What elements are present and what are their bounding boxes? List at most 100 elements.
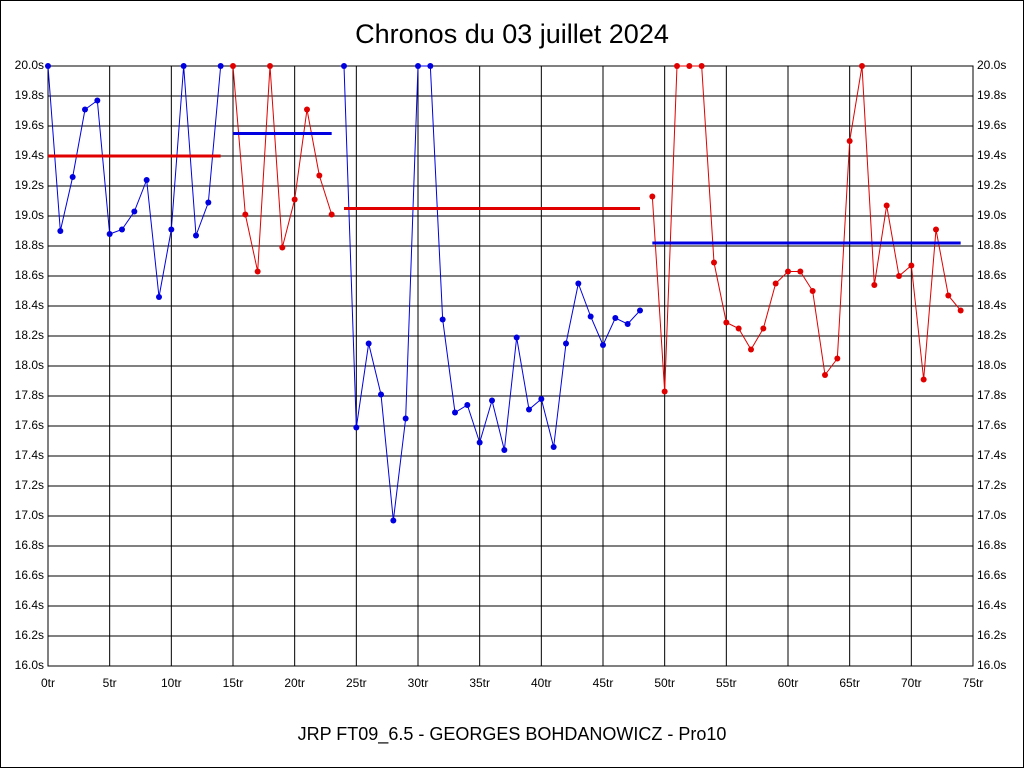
x-tick-label: 65tr (839, 676, 860, 690)
lap-point (760, 325, 767, 332)
lap-point (526, 406, 532, 413)
y2-tick-label: 18.0s (977, 358, 1006, 372)
y2-tick-label: 18.4s (977, 298, 1006, 312)
lap-point (82, 106, 88, 113)
lap-point (427, 63, 434, 69)
y2-tick-label: 17.6s (977, 418, 1006, 432)
lap-point (131, 208, 138, 215)
lap-point (489, 397, 495, 404)
lap-point (785, 268, 791, 275)
lap-point (217, 63, 224, 69)
y2-tick-label: 20.0s (977, 58, 1006, 72)
lap-point (871, 282, 878, 288)
y2-tick-label: 19.4s (977, 148, 1006, 162)
lap-point (908, 262, 915, 269)
lap-point (341, 63, 347, 69)
lap-point (390, 517, 397, 524)
y-tick-label: 17.8s (15, 388, 44, 402)
y2-tick-label: 19.0s (977, 208, 1006, 222)
x-tick-label: 25tr (346, 676, 367, 690)
lap-point (69, 174, 76, 180)
lap-point (834, 355, 841, 362)
lap-point (353, 424, 360, 431)
lap-point (168, 226, 175, 233)
y2-tick-label: 19.6s (977, 118, 1006, 132)
y-tick-label: 18.4s (15, 298, 44, 312)
y-tick-label: 17.4s (15, 448, 44, 462)
lap-point (365, 340, 372, 347)
lap-point (205, 199, 212, 206)
lap-point (328, 211, 335, 218)
lap-point (600, 342, 606, 348)
lap-point (550, 444, 557, 450)
y-tick-label: 19.8s (15, 88, 44, 102)
lap-point (378, 391, 384, 398)
x-tick-label: 35tr (469, 676, 490, 690)
lap-point (476, 439, 483, 446)
y2-tick-label: 17.0s (977, 508, 1006, 522)
lap-point (797, 268, 804, 275)
y-tick-label: 18.6s (15, 268, 44, 282)
lap-point (772, 280, 779, 287)
y-tick-label: 18.2s (15, 328, 44, 342)
x-tick-label: 40tr (531, 676, 552, 690)
lap-point (439, 316, 446, 323)
x-tick-label: 15tr (223, 676, 244, 690)
y2-tick-label: 18.2s (977, 328, 1006, 342)
lap-point (637, 307, 643, 314)
x-tick-label: 45tr (593, 676, 614, 690)
lap-point (291, 196, 298, 203)
y2-tick-label: 16.2s (977, 628, 1006, 642)
y-tick-label: 16.4s (15, 598, 44, 612)
y2-tick-label: 17.2s (977, 478, 1006, 492)
lap-point (735, 325, 742, 332)
lap-point (501, 447, 508, 453)
lap-point (649, 193, 656, 200)
y-tick-label: 16.8s (15, 538, 44, 552)
lap-point (156, 294, 162, 300)
y-tick-label: 17.6s (15, 418, 44, 432)
lap-point (464, 402, 471, 408)
x-tick-label: 30tr (408, 676, 429, 690)
y-tick-label: 16.2s (15, 628, 44, 642)
lap-point (452, 409, 458, 416)
x-tick-label: 55tr (716, 676, 737, 690)
y-tick-label: 18.8s (15, 238, 44, 252)
x-tick-label: 20tr (284, 676, 305, 690)
caption: JRP FT09_6.5 - GEORGES BOHDANOWICZ - Pro… (298, 724, 727, 745)
lap-point (587, 313, 594, 320)
y-tick-label: 19.0s (15, 208, 44, 222)
lap-point (846, 138, 853, 144)
y-tick-label: 19.6s (15, 118, 44, 132)
lap-point (711, 259, 717, 266)
x-tick-label: 70tr (901, 676, 922, 690)
lap-point (106, 231, 113, 237)
lap-point (180, 63, 187, 69)
y-tick-label: 17.0s (15, 508, 44, 522)
lap-point (896, 273, 902, 279)
lap-point (316, 172, 323, 179)
lap-point (945, 292, 952, 299)
lap-point (304, 106, 310, 113)
y2-tick-label: 19.2s (977, 178, 1006, 192)
y2-tick-label: 16.6s (977, 568, 1006, 582)
lap-point (267, 63, 273, 69)
lap-point (883, 202, 890, 209)
lap-point (723, 319, 730, 326)
y-tick-label: 16.6s (15, 568, 44, 582)
x-tick-label: 75tr (963, 676, 984, 690)
y2-tick-label: 19.8s (977, 88, 1006, 102)
lap-point (624, 321, 631, 327)
y2-tick-label: 18.8s (977, 238, 1006, 252)
x-tick-label: 50tr (654, 676, 675, 690)
y2-tick-label: 18.6s (977, 268, 1006, 282)
chart-title: Chronos du 03 juillet 2024 (355, 19, 669, 49)
y2-tick-label: 17.8s (977, 388, 1006, 402)
lap-point (661, 388, 668, 395)
lap-point (193, 232, 199, 239)
lap-point (822, 372, 828, 378)
y2-tick-label: 16.8s (977, 538, 1006, 552)
y2-tick-label: 17.4s (977, 448, 1006, 462)
lap-point (538, 396, 545, 402)
lap-point (686, 63, 693, 69)
